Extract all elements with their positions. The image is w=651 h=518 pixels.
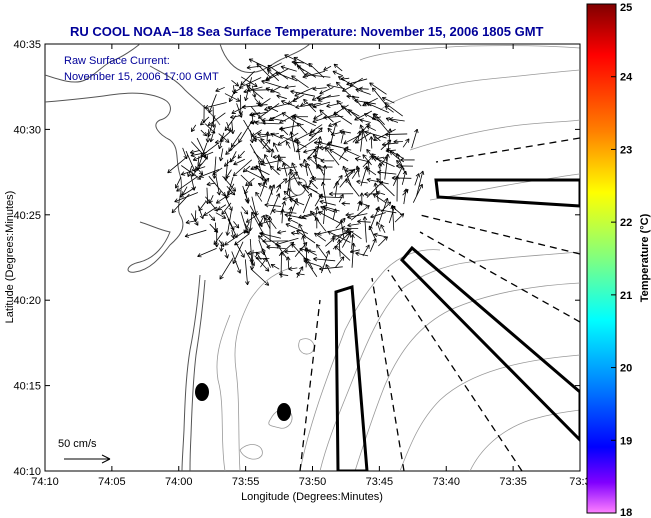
- x-axis-label: Longitude (Degrees:Minutes): [241, 491, 383, 503]
- x-tick-label: 74:10: [31, 476, 59, 488]
- coastline: [45, 44, 311, 471]
- y-tick-label: 40:15: [13, 381, 41, 393]
- x-tick-label: 73:35: [499, 476, 527, 488]
- colorbar-tick-label: 23: [620, 144, 632, 156]
- x-tick-label: 74:00: [165, 476, 193, 488]
- colorbar-tick-label: 21: [620, 290, 632, 302]
- surface-current-vectors: [167, 54, 425, 286]
- colorbar-tick-label: 22: [620, 217, 632, 229]
- y-axis-label: Latitude (Degrees:Minutes): [4, 191, 16, 324]
- x-tick-label: 74:05: [98, 476, 126, 488]
- scale-label: 50 cm/s: [58, 438, 97, 450]
- lane-southeast: [399, 245, 580, 443]
- site-marker-west: [195, 383, 209, 401]
- x-axis: 74:10 74:05 74:00 73:55 73:50 73:45 73:40 73:35…: [31, 44, 591, 503]
- y-tick-label: 40:20: [13, 295, 41, 307]
- traffic-separation-dashes: [299, 137, 580, 471]
- y-tick-label: 40:30: [13, 124, 41, 136]
- x-tick-label: 73:40: [432, 476, 460, 488]
- y-tick-label: 40:35: [13, 39, 41, 51]
- shipping-lanes: [334, 178, 580, 471]
- y-tick-label: 40:25: [13, 210, 41, 222]
- colorbar-label: Temperature (°C): [639, 213, 651, 302]
- x-tick-label: 73:55: [232, 476, 260, 488]
- y-axis: 40:35 40:30 40:25 40:20 40:15 40:10 Latitude …: [4, 39, 580, 478]
- lane-east: [434, 178, 580, 208]
- plot-area: [44, 43, 581, 472]
- site-marker-east: [277, 403, 291, 421]
- colorbar-tick-label: 25: [620, 2, 632, 14]
- x-tick-label: 73:3: [569, 476, 590, 488]
- current-annotation-line1: Raw Surface Current:: [64, 55, 170, 67]
- colorbar-tick-label: 20: [620, 363, 632, 375]
- colorbar-tick-label: 19: [620, 435, 632, 447]
- x-tick-label: 73:50: [299, 476, 327, 488]
- scale-arrow: 50 cm/s: [58, 438, 111, 464]
- lane-south: [334, 285, 369, 471]
- x-tick-label: 73:45: [366, 476, 394, 488]
- colorbar-gradient: [586, 3, 617, 514]
- y-tick-label: 40:10: [13, 466, 41, 478]
- colorbar-tick-label: 24: [620, 72, 633, 84]
- colorbar: 25 24 23 22 21 20 19 18 Temperature (°C): [586, 2, 651, 518]
- map-title: RU COOL NOAA–18 Sea Surface Temperature:…: [70, 24, 544, 39]
- colorbar-tick-label: 18: [620, 507, 632, 518]
- current-annotation-line2: November 15, 2006 17:00 GMT: [64, 71, 219, 83]
